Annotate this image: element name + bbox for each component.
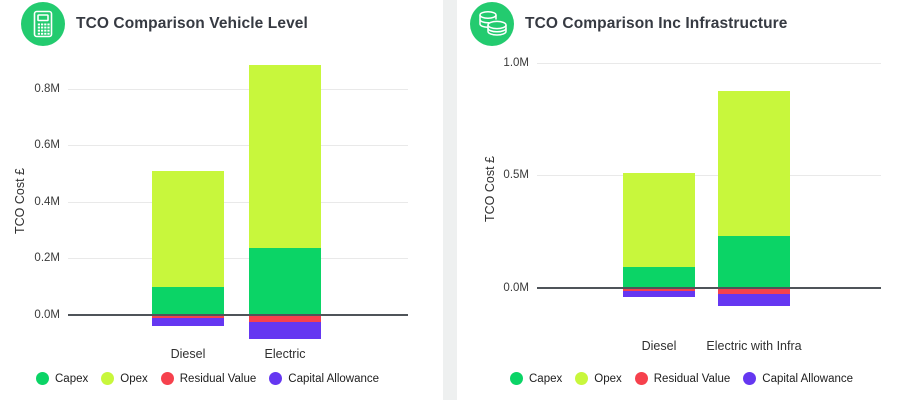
legend-item-capital_allowance[interactable]: Capital Allowance <box>269 372 379 385</box>
plot-area <box>537 58 881 320</box>
legend: Capex Opex Residual Value Capital Allowance <box>36 372 379 385</box>
legend-dot <box>269 372 283 385</box>
gridline <box>68 201 408 203</box>
x-axis-label: Electric with Infra <box>706 339 802 353</box>
legend-dot <box>634 372 648 385</box>
legend: Capex Opex Residual Value Capital Allowance <box>510 372 853 385</box>
gridline <box>68 89 408 91</box>
y-tick-label: 0.6M <box>34 139 60 152</box>
bar-segment-diesel-residual_value[interactable] <box>152 314 224 318</box>
legend-label: Opex <box>120 372 148 385</box>
legend-label: Opex <box>594 372 622 385</box>
legend-label: Residual Value <box>179 372 257 385</box>
bar-segment-electric-opex[interactable] <box>249 65 321 249</box>
y-tick-label: 0.8M <box>34 83 60 96</box>
chart-title: TCO Comparison Vehicle Level <box>76 15 308 32</box>
zero-line <box>68 313 408 316</box>
y-axis-title: TCO Cost £ <box>483 156 497 222</box>
y-tick-label: 0.2M <box>34 252 60 265</box>
card-header: TCO Comparison Vehicle Level <box>0 1 443 47</box>
coins-icon <box>470 2 514 46</box>
legend-item-capital_allowance[interactable]: Capital Allowance <box>743 372 853 385</box>
bar-segment-diesel-capital_allowance[interactable] <box>152 317 224 327</box>
bar-segment-electric-residual_value[interactable] <box>249 314 321 322</box>
tco-inc-infrastructure-card: TCO Comparison Inc Infrastructure TCO Co… <box>457 0 904 400</box>
legend-item-capex[interactable]: Capex <box>510 372 562 385</box>
legend-dot <box>101 372 115 385</box>
y-tick-label: 0.0M <box>34 308 60 321</box>
legend-label: Capex <box>529 372 563 385</box>
bar-segment-electric-with-infra-capex[interactable] <box>718 236 790 289</box>
bar-segment-electric-capex[interactable] <box>249 248 321 315</box>
bar-segment-diesel-opex[interactable] <box>152 170 224 287</box>
legend-dot <box>36 372 49 385</box>
card-header: TCO Comparison Inc Infrastructure <box>457 1 904 47</box>
legend-item-residual_value[interactable]: Residual Value <box>160 372 257 385</box>
bar-segment-diesel-capex[interactable] <box>152 286 224 315</box>
gridline <box>68 145 408 147</box>
gridline <box>68 258 408 260</box>
bar-segment-diesel-capital_allowance[interactable] <box>623 290 695 298</box>
legend-label: Capex <box>55 372 89 385</box>
gridline <box>537 62 881 64</box>
bar-segment-diesel-residual_value[interactable] <box>623 288 695 291</box>
y-tick-label: 0.4M <box>34 195 60 208</box>
y-tick-label: 0.0M <box>503 282 529 295</box>
gridline <box>537 175 881 177</box>
legend-label: Capital Allowance <box>762 372 854 385</box>
y-tick-label: 1.0M <box>503 56 529 69</box>
bar-segment-electric-with-infra-capital_allowance[interactable] <box>718 294 790 307</box>
tco-vehicle-level-card: TCO Comparison Vehicle Level TCO Cost £ … <box>0 0 443 400</box>
legend-item-capex[interactable]: Capex <box>36 372 88 385</box>
chart-title: TCO Comparison Inc Infrastructure <box>525 15 788 32</box>
x-axis-label: Diesel <box>641 339 677 353</box>
legend-dot <box>510 372 523 385</box>
bar-segment-diesel-capex[interactable] <box>623 266 695 289</box>
legend-item-opex[interactable]: Opex <box>575 372 622 385</box>
bar-segment-electric-with-infra-residual_value[interactable] <box>718 288 790 295</box>
legend-label: Residual Value <box>653 372 731 385</box>
bar-segment-electric-capital_allowance[interactable] <box>249 321 321 339</box>
calculator-icon <box>21 2 65 46</box>
legend-dot <box>575 372 589 385</box>
legend-dot <box>160 372 174 385</box>
plot-area <box>68 58 408 343</box>
legend-item-residual_value[interactable]: Residual Value <box>634 372 731 385</box>
legend-item-opex[interactable]: Opex <box>101 372 148 385</box>
x-axis-label: Diesel <box>170 347 206 361</box>
legend-dot <box>743 372 757 385</box>
bar-segment-electric-with-infra-opex[interactable] <box>718 90 790 237</box>
y-tick-label: 0.5M <box>503 169 529 182</box>
legend-label: Capital Allowance <box>288 372 380 385</box>
zero-line <box>537 287 881 290</box>
x-axis-label: Electric <box>264 347 306 361</box>
bar-segment-diesel-opex[interactable] <box>623 173 695 267</box>
